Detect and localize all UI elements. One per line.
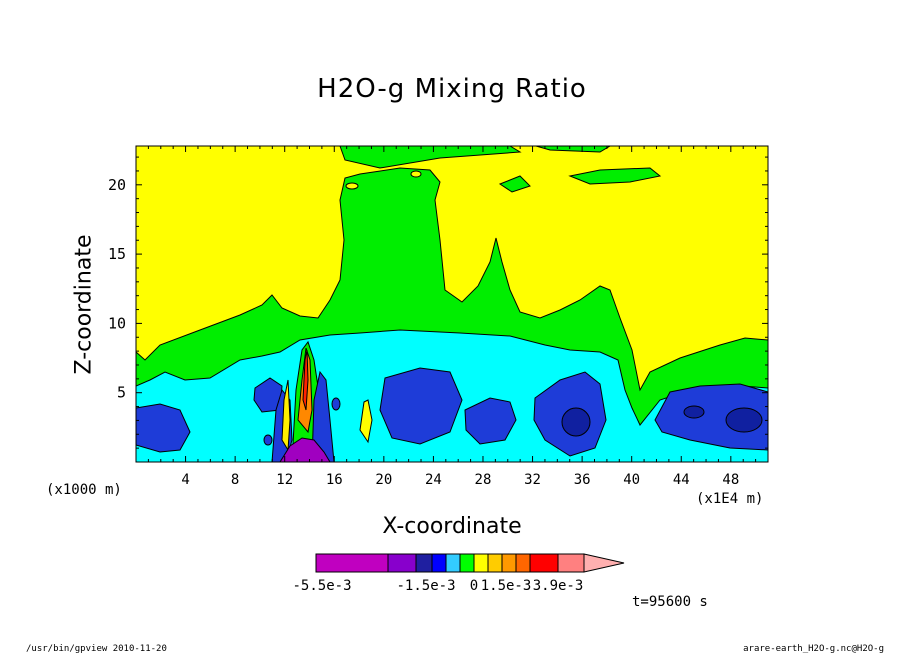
blue-cell-c: [464, 397, 517, 445]
surface-magenta: [279, 437, 331, 462]
plume-yellow: [281, 379, 291, 452]
chart-title: H2O-g Mixing Ratio: [317, 74, 587, 104]
x-tick-label: 36: [574, 472, 591, 488]
yellow-sliver: [359, 399, 373, 444]
x-tick-label: 40: [623, 472, 640, 488]
colorbar-segment: [459, 553, 475, 573]
blue-dot-a: [263, 434, 273, 446]
time-label: t=95600 s: [632, 594, 708, 610]
x-tick-label: 24: [425, 472, 442, 488]
x-tick-label: 16: [326, 472, 343, 488]
x-tick-label: 8: [231, 472, 239, 488]
blue-cell-left: [136, 403, 191, 453]
x-tick-label: 32: [524, 472, 541, 488]
yellow-blob-top-b: [410, 170, 422, 178]
plume-red-streak: [302, 349, 309, 411]
colorbar-label: -5.5e-3: [292, 578, 352, 594]
x-tick-label: 4: [181, 472, 189, 488]
yellow-blob-top: [345, 182, 359, 190]
colorbar-label: 0: [469, 578, 479, 594]
colorbar-segment: [445, 553, 461, 573]
blue-cell-e: [654, 383, 768, 451]
colorbar-segment: [501, 553, 517, 573]
colorbar-segment: [415, 553, 433, 573]
green-patch-small: [498, 175, 531, 193]
dark-core-b: [725, 407, 763, 433]
colorbar-label: 1.5e-3: [480, 578, 532, 594]
footer-left: /usr/bin/gpview 2010-11-20: [26, 644, 167, 654]
blue-cell-b: [379, 367, 463, 445]
colorbar-segment: [487, 553, 503, 573]
green-top-strip: [339, 146, 522, 169]
y-tick-label: 20: [108, 176, 126, 194]
green-patch-right: [568, 167, 662, 185]
x-tick-label: 12: [276, 472, 293, 488]
contour-field: [136, 146, 768, 462]
y-tick-label: 5: [117, 384, 126, 402]
colorbar-segment: [557, 553, 585, 573]
y-axis-label: Z-coordinate: [71, 234, 97, 375]
x-tick-label: 28: [475, 472, 492, 488]
colorbar-segment: [431, 553, 447, 573]
x-unit-label: (x1000 m): [46, 482, 122, 498]
colorbar-segment: [529, 553, 559, 573]
x-axis-note: (x1E4 m): [696, 491, 764, 507]
colorbar-label: -1.5e-3: [396, 578, 456, 594]
colorbar-label: 3.9e-3: [532, 578, 584, 594]
colorbar-arrow: [583, 553, 625, 573]
colorbar-segment: [473, 553, 489, 573]
plot-frame: [135, 145, 769, 463]
footer-right: arare-earth_H2O-g.nc@H2O-g: [743, 644, 884, 654]
dark-core-c: [683, 405, 705, 419]
y-tick-label: 15: [108, 245, 126, 263]
colorbar-segment: [387, 553, 417, 573]
blue-dot-b: [331, 397, 341, 411]
colorbar-segment: [515, 553, 531, 573]
colorbar-segment: [315, 553, 389, 573]
x-tick-label: 48: [722, 472, 739, 488]
x-tick-label: 44: [673, 472, 690, 488]
colorbar: [315, 553, 625, 573]
dark-core-a: [561, 407, 591, 437]
plume-blue-right: [311, 370, 335, 462]
x-tick-label: 20: [375, 472, 392, 488]
x-axis-label: X-coordinate: [382, 514, 522, 539]
y-tick-label: 10: [108, 314, 126, 332]
